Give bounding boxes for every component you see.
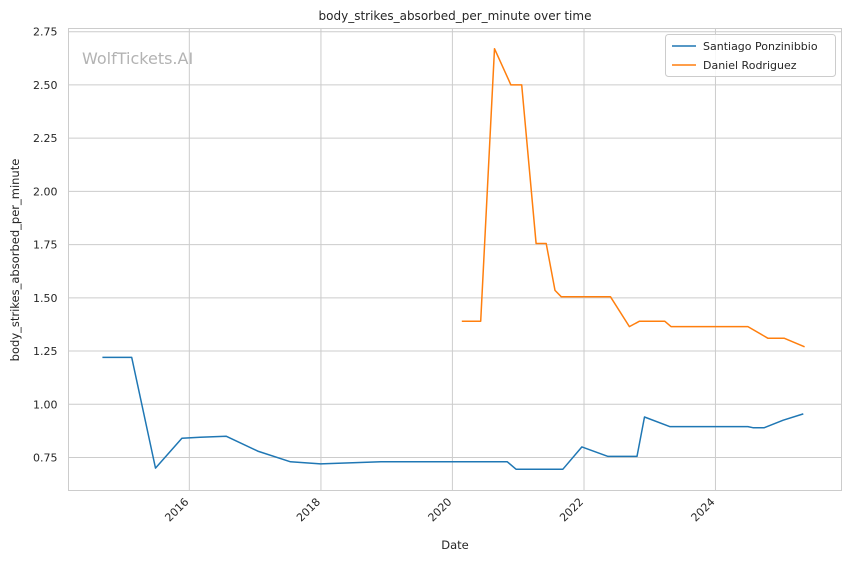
legend-box bbox=[665, 34, 836, 77]
legend-label-santiago: Santiago Ponzinibbio bbox=[703, 40, 818, 53]
y-axis-title: body_strikes_absorbed_per_minute bbox=[8, 159, 22, 362]
legend: Santiago Ponzinibbio Daniel Rodriguez bbox=[665, 34, 836, 77]
series-line-0 bbox=[102, 356, 804, 470]
plot-frame bbox=[68, 28, 842, 491]
y-tick-label: 1.00 bbox=[33, 398, 58, 411]
y-tick-label: 0.75 bbox=[33, 452, 58, 465]
watermark: WolfTickets.AI bbox=[82, 49, 193, 68]
legend-label-daniel: Daniel Rodriguez bbox=[703, 59, 797, 72]
y-tick-label: 1.75 bbox=[33, 239, 58, 252]
y-tick-label: 2.00 bbox=[33, 185, 58, 198]
series-layer bbox=[102, 47, 805, 470]
y-tick-label: 2.75 bbox=[33, 26, 58, 39]
x-axis-title: Date bbox=[441, 538, 469, 552]
y-tick-label: 1.25 bbox=[33, 345, 58, 358]
y-tick-label: 2.25 bbox=[33, 132, 58, 145]
series-line-1 bbox=[461, 47, 805, 348]
y-tick-label: 2.50 bbox=[33, 79, 58, 92]
y-tick-label: 1.50 bbox=[33, 292, 58, 305]
chart-title: body_strikes_absorbed_per_minute over ti… bbox=[319, 9, 592, 23]
grid-lines bbox=[68, 28, 842, 491]
